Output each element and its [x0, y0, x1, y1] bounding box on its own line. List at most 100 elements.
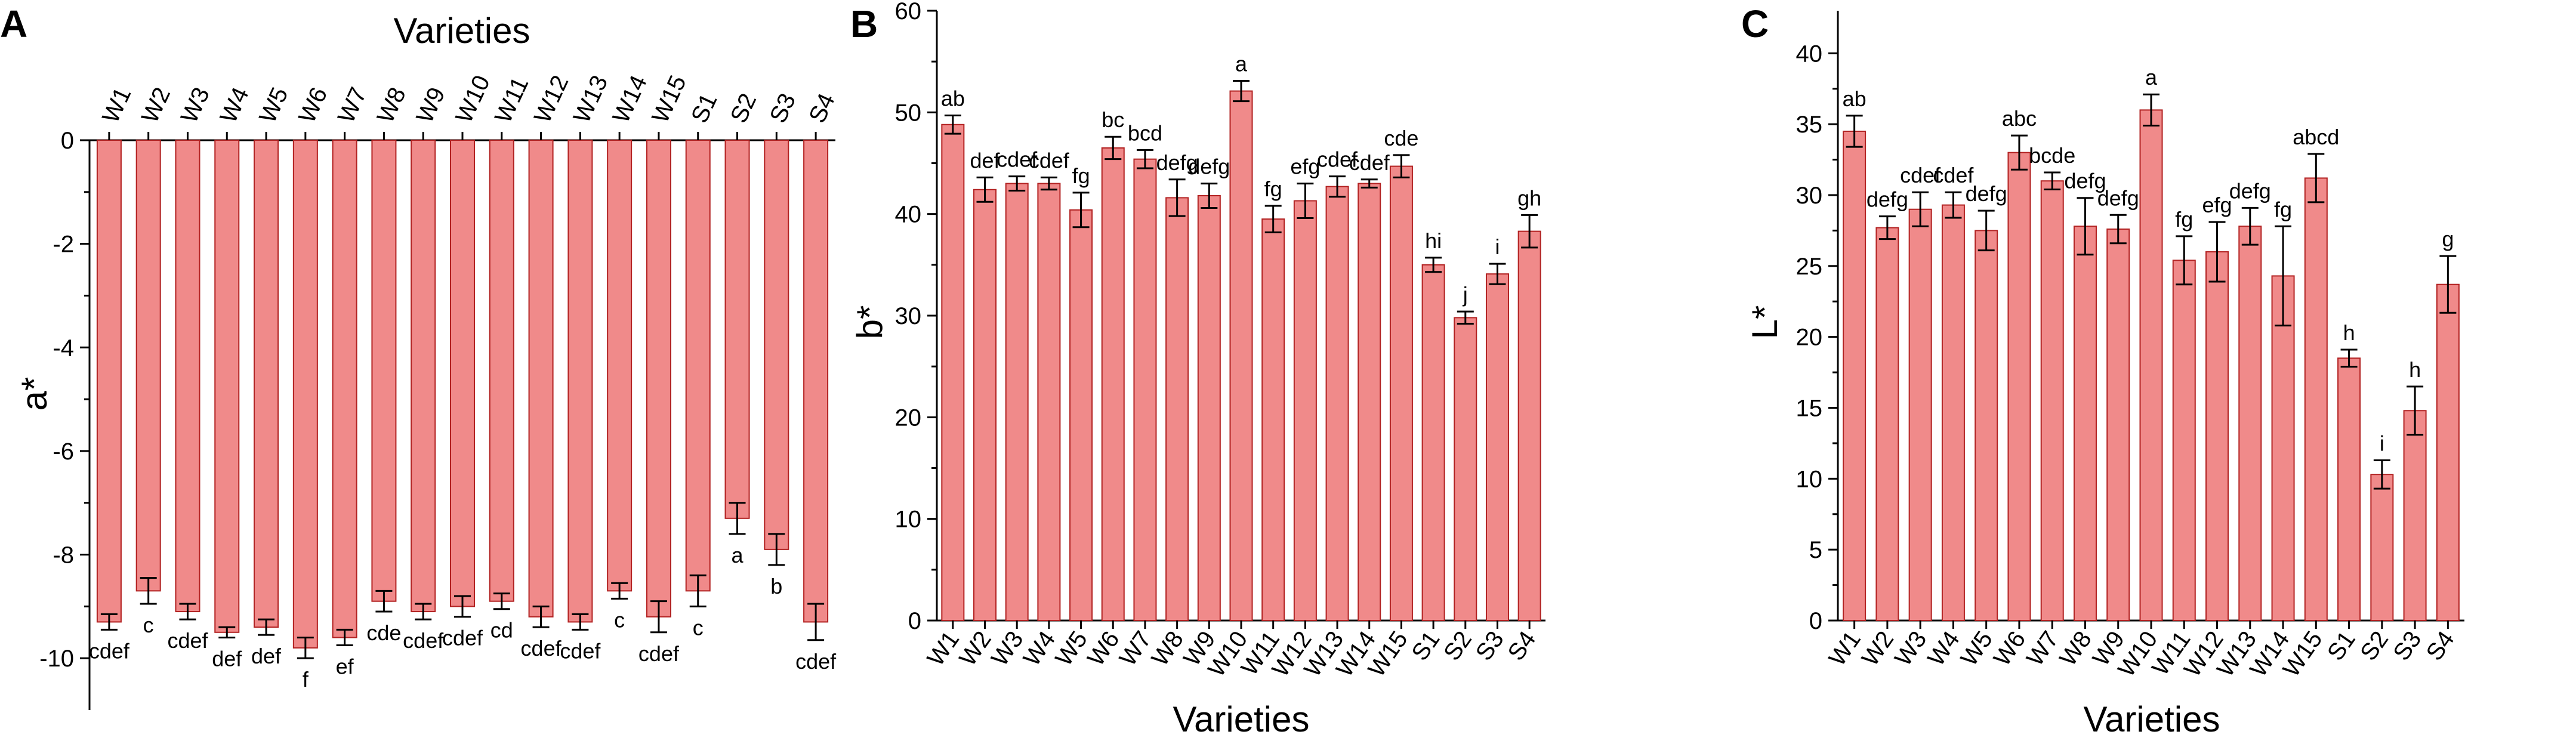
error-bar-a-w6 — [297, 636, 314, 659]
sig-label-b-w9: defg — [1188, 155, 1230, 179]
y-axis-title-c: L* — [1745, 305, 1785, 339]
bar-c-w15 — [2304, 177, 2328, 621]
error-bar-a-s2 — [729, 502, 746, 535]
sig-label-b-w8: defg — [1156, 150, 1198, 175]
error-bar-c-s3 — [2407, 385, 2424, 436]
error-bar-a-w2 — [140, 577, 157, 605]
bar-b-w1 — [941, 124, 965, 622]
sig-label-c-w11: fg — [2175, 207, 2193, 232]
sig-label-c-w7: bcde — [2029, 143, 2075, 168]
bar-c-w14 — [2271, 275, 2295, 621]
bar-c-s2 — [2370, 474, 2394, 622]
bar-a-w4 — [214, 140, 240, 633]
sig-label-a-w7: ef — [336, 654, 354, 678]
bar-a-w5 — [254, 140, 279, 628]
error-bar-c-w12 — [2208, 221, 2226, 283]
sig-label-b-w6: bc — [1102, 107, 1124, 132]
sig-label-b-w15: cde — [1384, 126, 1418, 150]
bar-c-s3 — [2403, 410, 2427, 622]
error-bar-b-w8 — [1168, 178, 1186, 217]
sig-label-a-w13: cdef — [560, 638, 601, 663]
sig-label-c-w5: defg — [1966, 181, 2007, 206]
error-bar-a-w4 — [218, 626, 236, 638]
bar-c-w12 — [2205, 251, 2229, 621]
sig-label-c-s2: i — [2380, 431, 2384, 455]
error-bar-a-s4 — [807, 603, 825, 641]
sig-label-b-w12: efg — [1290, 155, 1320, 179]
error-bar-c-w8 — [2077, 197, 2094, 256]
error-bar-c-w13 — [2241, 206, 2259, 246]
y-tick-label-b: 40 — [895, 202, 922, 228]
error-bar-b-w10 — [1233, 80, 1250, 103]
error-bar-a-w9 — [415, 603, 432, 621]
error-bar-c-w1 — [1846, 115, 1863, 148]
bar-a-w12 — [528, 140, 554, 618]
bar-c-w6 — [2007, 152, 2031, 621]
sig-label-a-w10: cdef — [442, 626, 483, 650]
bar-b-w13 — [1325, 186, 1349, 621]
y-tick-label-c: 25 — [1796, 254, 1823, 280]
sig-label-a-w1: cdef — [89, 638, 130, 663]
bar-b-w5 — [1069, 209, 1093, 621]
bar-c-w2 — [1875, 227, 1899, 621]
bar-b-w4 — [1037, 183, 1061, 622]
bar-a-w7 — [332, 140, 357, 638]
error-bar-a-s3 — [768, 533, 785, 566]
bar-b-w11 — [1261, 218, 1285, 621]
bar-a-w8 — [371, 140, 397, 602]
sig-label-b-w5: fg — [1072, 163, 1090, 188]
bar-b-w2 — [973, 189, 997, 621]
sig-label-b-s3: i — [1495, 234, 1500, 259]
sig-label-b-w11: fg — [1264, 177, 1282, 201]
sig-label-b-w3: cdef — [997, 147, 1038, 172]
sig-label-b-s2: j — [1463, 282, 1468, 307]
error-bar-c-s2 — [2373, 459, 2390, 490]
bar-a-w13 — [567, 140, 593, 623]
sig-label-a-s2: a — [732, 543, 744, 567]
sig-label-a-w4: def — [212, 646, 242, 671]
bar-a-w15 — [646, 140, 671, 618]
y-tick-label-a: -10 — [39, 646, 74, 672]
bar-a-w6 — [292, 140, 318, 649]
sig-label-c-w4: cdef — [1933, 163, 1974, 187]
sig-label-b-s4: gh — [1517, 186, 1541, 210]
y-axis-title-b: b* — [850, 305, 890, 339]
error-bar-a-w12 — [532, 605, 550, 628]
bar-a-w10 — [450, 140, 475, 607]
bar-c-w8 — [2073, 226, 2097, 621]
sig-label-b-w14: cdef — [1349, 150, 1390, 175]
error-bar-c-w4 — [1945, 191, 1962, 219]
sig-label-a-s3: b — [770, 574, 782, 598]
bar-a-w1 — [96, 140, 122, 623]
error-bar-b-w7 — [1136, 149, 1153, 169]
y-tick-label-a: -2 — [53, 232, 74, 258]
error-bar-a-s1 — [689, 574, 707, 607]
bar-c-w1 — [1843, 131, 1867, 621]
sig-label-a-w8: cde — [366, 621, 401, 645]
bar-a-s3 — [764, 140, 789, 550]
error-bar-a-w13 — [572, 613, 589, 631]
sig-label-c-w12: efg — [2202, 193, 2232, 217]
y-tick-label-c: 10 — [1796, 466, 1823, 492]
bar-c-w7 — [2040, 180, 2064, 621]
bar-a-w3 — [175, 140, 200, 613]
y-tick-label-a: 0 — [61, 128, 74, 154]
x-axis-title-b: Varieties — [1173, 699, 1310, 739]
bar-a-s2 — [724, 140, 750, 519]
bar-b-w12 — [1293, 200, 1317, 622]
sig-label-c-w8: defg — [2064, 169, 2106, 193]
sig-label-c-w1: ab — [1843, 87, 1867, 111]
error-bar-a-w1 — [100, 613, 118, 631]
bar-c-w4 — [1941, 204, 1965, 621]
bar-a-w9 — [411, 140, 436, 613]
sig-label-a-w6: f — [303, 667, 309, 692]
bar-a-w11 — [489, 140, 514, 602]
error-bar-c-w14 — [2275, 225, 2292, 327]
sig-label-a-w11: cd — [490, 618, 513, 643]
y-tick-label-b: 30 — [895, 303, 922, 329]
bar-a-s1 — [685, 140, 711, 592]
sig-label-b-w10: a — [1235, 52, 1248, 76]
error-bar-c-w15 — [2307, 153, 2325, 203]
y-tick-label-b: 0 — [908, 608, 921, 634]
